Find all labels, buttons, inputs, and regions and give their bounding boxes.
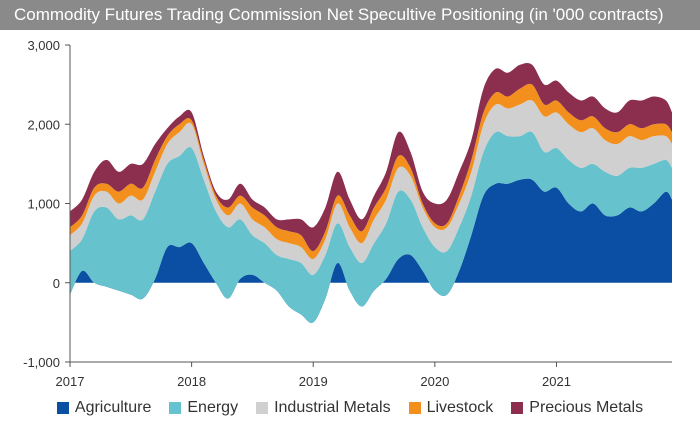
y-tick-label: 0 (53, 276, 60, 291)
x-tick-label: 2021 (542, 374, 571, 389)
legend-swatch (408, 402, 421, 414)
legend-label: Energy (187, 399, 239, 416)
legend-swatch (511, 402, 524, 414)
y-tick-label: 3,000 (27, 38, 60, 53)
x-axis-ticks: 2017 2018 2019 2020 2021 (56, 362, 571, 389)
chart-title: Commodity Futures Trading Commission Net… (0, 0, 700, 30)
legend-swatch (169, 402, 182, 414)
legend-swatch (56, 402, 69, 414)
legend-swatch (256, 402, 269, 414)
x-tick-label: 2019 (299, 374, 328, 389)
y-tick-label: -1,000 (23, 355, 60, 370)
legend-label: Agriculture (74, 399, 152, 416)
x-tick-label: 2020 (420, 374, 449, 389)
area-series-livestock (70, 83, 672, 260)
legend-item: Livestock (408, 399, 494, 417)
area-series-precious-metals (70, 63, 672, 252)
legend-label: Livestock (426, 399, 494, 416)
y-tick-label: 2,000 (27, 117, 60, 132)
x-tick-label: 2018 (177, 374, 206, 389)
legend-label: Industrial Metals (274, 399, 391, 416)
x-tick-label: 2017 (56, 374, 85, 389)
area-layers (70, 63, 672, 323)
legend-item: Precious Metals (511, 399, 643, 417)
legend-item: Agriculture (56, 399, 152, 417)
legend-item: Energy (169, 399, 238, 417)
chart-legend: Agriculture Energy Industrial Metals Livest… (0, 396, 700, 420)
area-series-industrial-metals (70, 99, 672, 275)
area-series-energy (70, 131, 672, 323)
y-axis-ticks: 3,000 2,000 1,000 0 -1,000 (23, 38, 70, 370)
y-tick-label: 1,000 (27, 197, 60, 212)
legend-label: Precious Metals (529, 399, 644, 416)
legend-item: Industrial Metals (256, 399, 391, 417)
